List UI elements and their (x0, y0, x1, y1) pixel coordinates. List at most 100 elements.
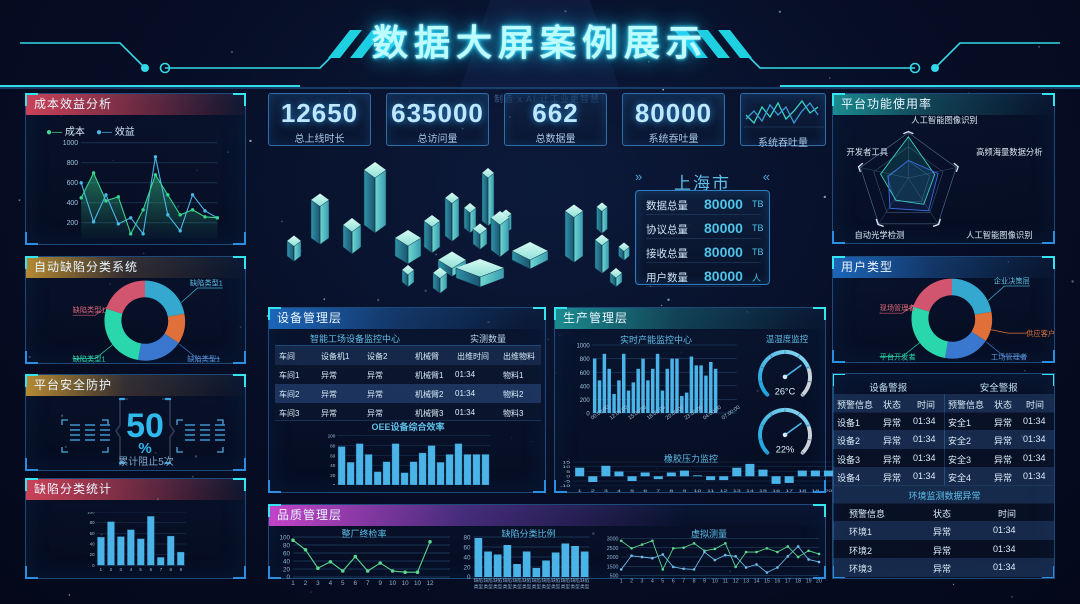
svg-text:缺陷: 缺陷 (580, 577, 590, 584)
svg-text:18: 18 (798, 490, 806, 494)
svg-text:20: 20 (816, 579, 822, 585)
svg-text:400: 400 (580, 384, 591, 390)
svg-text:10: 10 (712, 579, 718, 585)
svg-text:类型: 类型 (522, 583, 532, 590)
svg-text:5: 5 (661, 579, 664, 585)
svg-text:开发者工具: 开发者工具 (847, 147, 889, 157)
svg-text:0: 0 (467, 574, 471, 581)
svg-text:600: 600 (580, 371, 591, 377)
svg-text:类型: 类型 (570, 583, 580, 590)
svg-text:200: 200 (67, 220, 79, 227)
svg-text:40: 40 (463, 555, 471, 562)
svg-text:6: 6 (150, 567, 153, 572)
svg-text:类型: 类型 (561, 583, 571, 590)
svg-text:500: 500 (610, 573, 619, 579)
svg-text:6: 6 (643, 490, 647, 494)
svg-text:100: 100 (279, 535, 290, 542)
svg-text:60: 60 (90, 531, 95, 536)
svg-text:8: 8 (169, 567, 172, 572)
svg-text:缺陷: 缺陷 (483, 577, 493, 584)
svg-text:0: 0 (92, 563, 95, 568)
svg-text:400: 400 (67, 200, 79, 207)
svg-text:1: 1 (578, 490, 582, 494)
svg-text:14: 14 (754, 579, 760, 585)
svg-text:9: 9 (682, 490, 686, 494)
svg-text:17: 17 (785, 579, 791, 585)
svg-text:2: 2 (110, 567, 113, 572)
svg-text:5: 5 (341, 580, 345, 587)
svg-text:10: 10 (389, 580, 397, 587)
svg-text:60: 60 (463, 545, 471, 552)
svg-text:4: 4 (617, 490, 621, 494)
svg-text:缺陷: 缺陷 (493, 577, 503, 584)
svg-text:10: 10 (694, 490, 702, 494)
svg-text:3000: 3000 (607, 537, 619, 543)
svg-text:800: 800 (67, 160, 79, 167)
svg-text:80: 80 (90, 520, 95, 525)
svg-text:12: 12 (426, 580, 434, 587)
svg-text:现场管理者: 现场管理者 (880, 303, 916, 312)
svg-text:缺陷: 缺陷 (503, 577, 513, 584)
svg-text:平台开发者: 平台开发者 (880, 352, 916, 361)
svg-text:17: 17 (785, 490, 793, 494)
svg-text:缺陷: 缺陷 (570, 577, 580, 584)
svg-text:15: 15 (759, 490, 767, 494)
svg-text:16: 16 (774, 579, 780, 585)
svg-text:人工智能图像识别: 人工智能图像识别 (966, 230, 1032, 240)
svg-text:类型: 类型 (512, 583, 522, 590)
svg-text:20: 20 (90, 552, 95, 557)
svg-text:类型: 类型 (503, 583, 513, 590)
svg-text:5: 5 (630, 490, 634, 494)
svg-text:9: 9 (180, 567, 183, 572)
svg-text:1: 1 (620, 579, 623, 585)
svg-text:1000: 1000 (576, 344, 590, 350)
svg-text:9: 9 (703, 579, 706, 585)
svg-text:2: 2 (630, 579, 633, 585)
svg-text:10: 10 (402, 580, 410, 587)
svg-text:80: 80 (283, 543, 291, 550)
svg-text:企业决策层: 企业决策层 (994, 276, 1030, 285)
svg-text:13: 13 (743, 579, 749, 585)
svg-text:80: 80 (330, 443, 336, 448)
svg-text:1: 1 (291, 580, 295, 587)
svg-text:40: 40 (90, 541, 95, 546)
svg-text:缺陷类型1: 缺陷类型1 (73, 305, 106, 314)
svg-text:缺陷: 缺陷 (474, 577, 484, 584)
svg-text:人工智能图像识别: 人工智能图像识别 (911, 115, 977, 125)
svg-text:20: 20 (283, 567, 291, 574)
svg-text:缺陷类型1: 缺陷类型1 (187, 354, 220, 363)
svg-text:10: 10 (562, 466, 570, 470)
svg-text:14: 14 (746, 490, 754, 494)
svg-text:7: 7 (682, 579, 685, 585)
svg-text:9: 9 (378, 580, 382, 587)
svg-text:20: 20 (463, 565, 471, 572)
svg-text:类型: 类型 (580, 583, 590, 590)
svg-text:3: 3 (641, 579, 644, 585)
svg-text:3: 3 (604, 490, 608, 494)
svg-text:供应客户: 供应客户 (1026, 329, 1055, 338)
svg-text:5: 5 (566, 471, 570, 475)
svg-text:11: 11 (707, 490, 714, 494)
svg-text:类型: 类型 (532, 583, 542, 590)
svg-text:6: 6 (354, 580, 358, 587)
svg-text:4: 4 (651, 579, 654, 585)
svg-text:类型: 类型 (541, 583, 551, 590)
svg-text:800: 800 (580, 357, 591, 363)
svg-text:16: 16 (772, 490, 780, 494)
svg-text:缺陷: 缺陷 (551, 577, 561, 584)
svg-text:高频海量数据分析: 高频海量数据分析 (976, 147, 1042, 157)
svg-text:26°C: 26°C (775, 387, 796, 397)
svg-text:200: 200 (580, 398, 591, 404)
svg-text:2500: 2500 (607, 546, 619, 552)
svg-text:0: 0 (286, 574, 290, 581)
svg-text:12: 12 (720, 490, 728, 494)
svg-text:2000: 2000 (607, 555, 619, 561)
svg-text:5: 5 (139, 567, 142, 572)
svg-text:4: 4 (130, 567, 133, 572)
svg-text:缺陷: 缺陷 (522, 577, 532, 584)
svg-text:2: 2 (591, 490, 595, 494)
svg-text:类型: 类型 (474, 583, 484, 590)
svg-text:15: 15 (764, 579, 770, 585)
svg-text:7: 7 (160, 567, 163, 572)
svg-text:80: 80 (463, 535, 471, 542)
